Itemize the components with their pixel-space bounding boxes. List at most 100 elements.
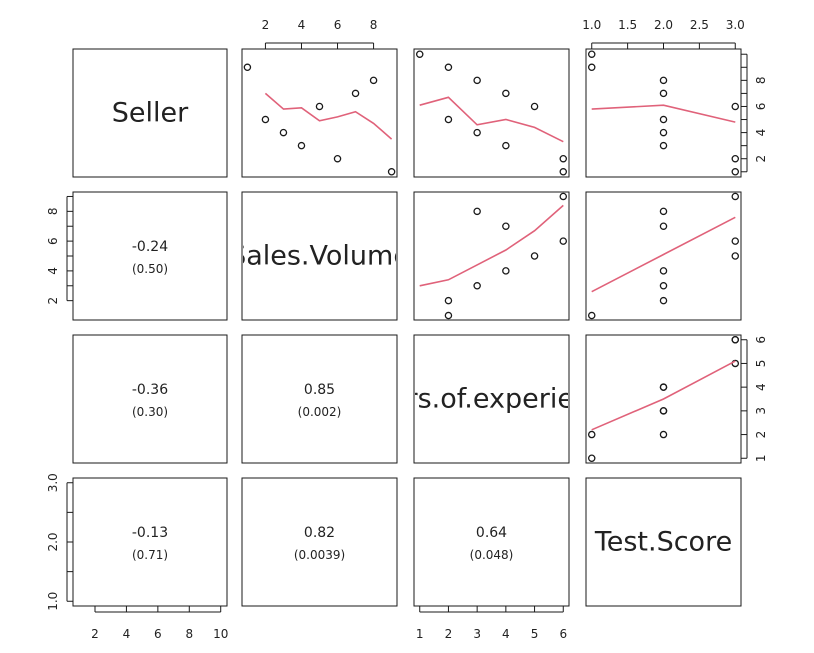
- panel-frame: [413, 334, 570, 464]
- data-point: [502, 89, 510, 98]
- data-point: [502, 141, 510, 150]
- tick-label: 2: [754, 155, 768, 163]
- data-point: [731, 168, 740, 176]
- correlation-value: 0.64: [476, 525, 507, 541]
- data-point: [659, 141, 668, 150]
- tick-label: 5: [754, 360, 768, 368]
- tick-label: 6: [754, 103, 768, 111]
- tick-label: 4: [123, 627, 131, 641]
- data-point: [659, 267, 668, 275]
- tick-label: 8: [370, 18, 378, 32]
- panel-frame: [72, 191, 228, 321]
- data-point: [530, 252, 539, 260]
- p-value: (0.002): [298, 405, 342, 419]
- data-point: [333, 154, 342, 163]
- diagonal-label: Test.Score: [594, 527, 732, 558]
- data-point: [659, 296, 668, 305]
- panel-frame: [241, 334, 398, 464]
- data-point: [731, 192, 740, 201]
- panel-frame: [72, 334, 228, 464]
- p-value: (0.048): [470, 548, 514, 562]
- panel-frame: [413, 191, 570, 321]
- panel-frame: [585, 191, 742, 321]
- smoother-line: [591, 216, 736, 293]
- data-point: [444, 311, 453, 320]
- tick-label: 3: [473, 627, 481, 641]
- tick-label: 2: [262, 18, 270, 32]
- data-point: [473, 76, 481, 85]
- data-point: [731, 102, 740, 111]
- tick-label: 2.0: [654, 18, 673, 32]
- correlation-value: 0.85: [304, 382, 335, 398]
- tick-label: 3.0: [46, 473, 60, 492]
- tick-label: 2: [445, 627, 453, 641]
- data-point: [731, 335, 740, 344]
- correlation-value: 0.82: [304, 525, 335, 541]
- data-point: [502, 222, 510, 230]
- data-point: [473, 282, 481, 290]
- data-point: [731, 252, 740, 260]
- data-point: [297, 141, 306, 150]
- data-point: [731, 154, 740, 163]
- data-point: [502, 267, 510, 275]
- correlation-value: -0.13: [132, 525, 168, 541]
- data-point: [659, 115, 668, 124]
- data-point: [659, 282, 668, 290]
- data-point: [659, 89, 668, 98]
- tick-label: 8: [754, 77, 768, 85]
- panel-frame: [585, 334, 742, 464]
- tick-label: 8: [185, 627, 193, 641]
- tick-label: 1.0: [582, 18, 601, 32]
- diagonal-label: Sales.Volume: [229, 241, 410, 272]
- tick-label: 6: [559, 627, 567, 641]
- panel-frame: [585, 48, 742, 178]
- data-point: [261, 115, 270, 124]
- data-point: [559, 192, 568, 201]
- tick-label: 3.0: [726, 18, 745, 32]
- data-point: [587, 311, 596, 320]
- tick-label: 2: [754, 431, 768, 439]
- tick-label: 10: [213, 627, 228, 641]
- data-point: [473, 128, 481, 137]
- data-point: [444, 296, 453, 305]
- data-point: [587, 454, 596, 463]
- tick-label: 6: [334, 18, 342, 32]
- p-value: (0.50): [132, 262, 168, 276]
- data-point: [444, 63, 453, 72]
- panel-frame: [241, 477, 398, 607]
- data-point: [587, 430, 596, 439]
- smoother-line: [419, 96, 564, 143]
- correlation-value: -0.24: [132, 239, 168, 255]
- data-point: [559, 168, 568, 176]
- data-point: [369, 76, 378, 85]
- data-point: [659, 430, 668, 439]
- panel-frame: [413, 48, 570, 178]
- data-point: [559, 154, 568, 163]
- data-point: [444, 115, 453, 124]
- p-value: (0.0039): [294, 548, 345, 562]
- tick-label: 6: [46, 237, 60, 245]
- tick-label: 4: [754, 383, 768, 391]
- tick-label: 1.5: [618, 18, 637, 32]
- smoother-line: [591, 104, 736, 123]
- smoother-line: [591, 360, 736, 431]
- tick-label: 4: [754, 129, 768, 137]
- data-point: [473, 207, 481, 216]
- diagonal-label: Seller: [112, 98, 189, 129]
- data-point: [659, 383, 668, 391]
- correlation-value: -0.36: [132, 382, 168, 398]
- panel-frame: [413, 477, 570, 607]
- data-point: [587, 50, 596, 58]
- data-point: [415, 50, 424, 58]
- data-point: [530, 102, 539, 111]
- tick-label: 4: [298, 18, 306, 32]
- tick-label: 3: [754, 407, 768, 415]
- p-value: (0.71): [132, 548, 168, 562]
- tick-label: 1: [754, 454, 768, 462]
- panel-frame: [72, 477, 228, 607]
- data-point: [659, 222, 668, 230]
- data-point: [659, 207, 668, 216]
- data-point: [587, 63, 596, 72]
- panel-frame: [72, 48, 228, 178]
